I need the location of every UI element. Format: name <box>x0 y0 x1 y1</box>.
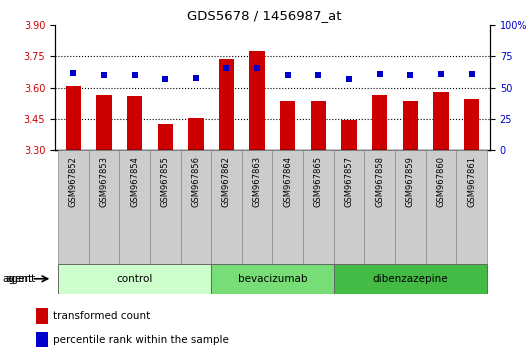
Bar <box>36 332 48 347</box>
Text: GSM967852: GSM967852 <box>69 156 78 207</box>
Bar <box>181 150 211 264</box>
Bar <box>303 150 334 264</box>
Bar <box>119 150 150 264</box>
Point <box>161 76 169 82</box>
Bar <box>372 95 388 150</box>
Bar <box>249 51 265 150</box>
Text: GSM967858: GSM967858 <box>375 156 384 207</box>
Text: dibenzazepine: dibenzazepine <box>373 274 448 284</box>
Point <box>284 72 292 78</box>
Point <box>467 71 476 76</box>
Bar <box>58 150 89 264</box>
Text: GSM967853: GSM967853 <box>99 156 108 207</box>
Text: GSM967864: GSM967864 <box>283 156 293 207</box>
Text: GSM967857: GSM967857 <box>345 156 354 207</box>
Point <box>192 75 200 80</box>
Point <box>253 65 261 70</box>
Bar <box>127 96 142 150</box>
Bar <box>403 101 418 150</box>
Text: GSM967863: GSM967863 <box>252 156 262 207</box>
Bar <box>211 150 242 264</box>
Bar <box>36 308 48 324</box>
Text: transformed count: transformed count <box>53 311 150 321</box>
Bar <box>272 150 303 264</box>
Text: agent: agent <box>3 274 33 284</box>
Bar <box>89 150 119 264</box>
Bar <box>211 264 334 294</box>
Text: GDS5678 / 1456987_at: GDS5678 / 1456987_at <box>187 9 341 22</box>
Bar <box>464 99 479 150</box>
Point <box>375 71 384 76</box>
Point <box>100 72 108 78</box>
Bar <box>456 150 487 264</box>
Bar <box>280 101 296 150</box>
Bar <box>219 59 234 150</box>
Point <box>345 76 353 82</box>
Text: GSM967865: GSM967865 <box>314 156 323 207</box>
Bar <box>96 95 111 150</box>
Text: GSM967859: GSM967859 <box>406 156 415 207</box>
Text: GSM967862: GSM967862 <box>222 156 231 207</box>
Text: percentile rank within the sample: percentile rank within the sample <box>53 335 229 345</box>
Bar <box>364 150 395 264</box>
Text: GSM967854: GSM967854 <box>130 156 139 207</box>
Text: GSM967855: GSM967855 <box>161 156 169 207</box>
Bar <box>426 150 456 264</box>
Point <box>130 72 139 78</box>
Bar <box>150 150 181 264</box>
Point <box>69 70 78 75</box>
Text: agent: agent <box>5 274 35 284</box>
Point <box>437 71 445 76</box>
Text: bevacizumab: bevacizumab <box>238 274 307 284</box>
Bar <box>58 264 211 294</box>
Bar <box>242 150 272 264</box>
Text: GSM967860: GSM967860 <box>437 156 446 207</box>
Bar <box>188 118 203 150</box>
Bar <box>157 124 173 150</box>
Text: GSM967861: GSM967861 <box>467 156 476 207</box>
Bar <box>65 86 81 150</box>
Bar <box>433 92 449 150</box>
Bar <box>342 120 357 150</box>
Bar <box>311 101 326 150</box>
Bar <box>334 264 487 294</box>
Bar <box>395 150 426 264</box>
Point <box>222 65 231 70</box>
Text: GSM967856: GSM967856 <box>191 156 200 207</box>
Text: control: control <box>116 274 153 284</box>
Bar <box>334 150 364 264</box>
Point <box>314 72 323 78</box>
Point <box>406 72 414 78</box>
